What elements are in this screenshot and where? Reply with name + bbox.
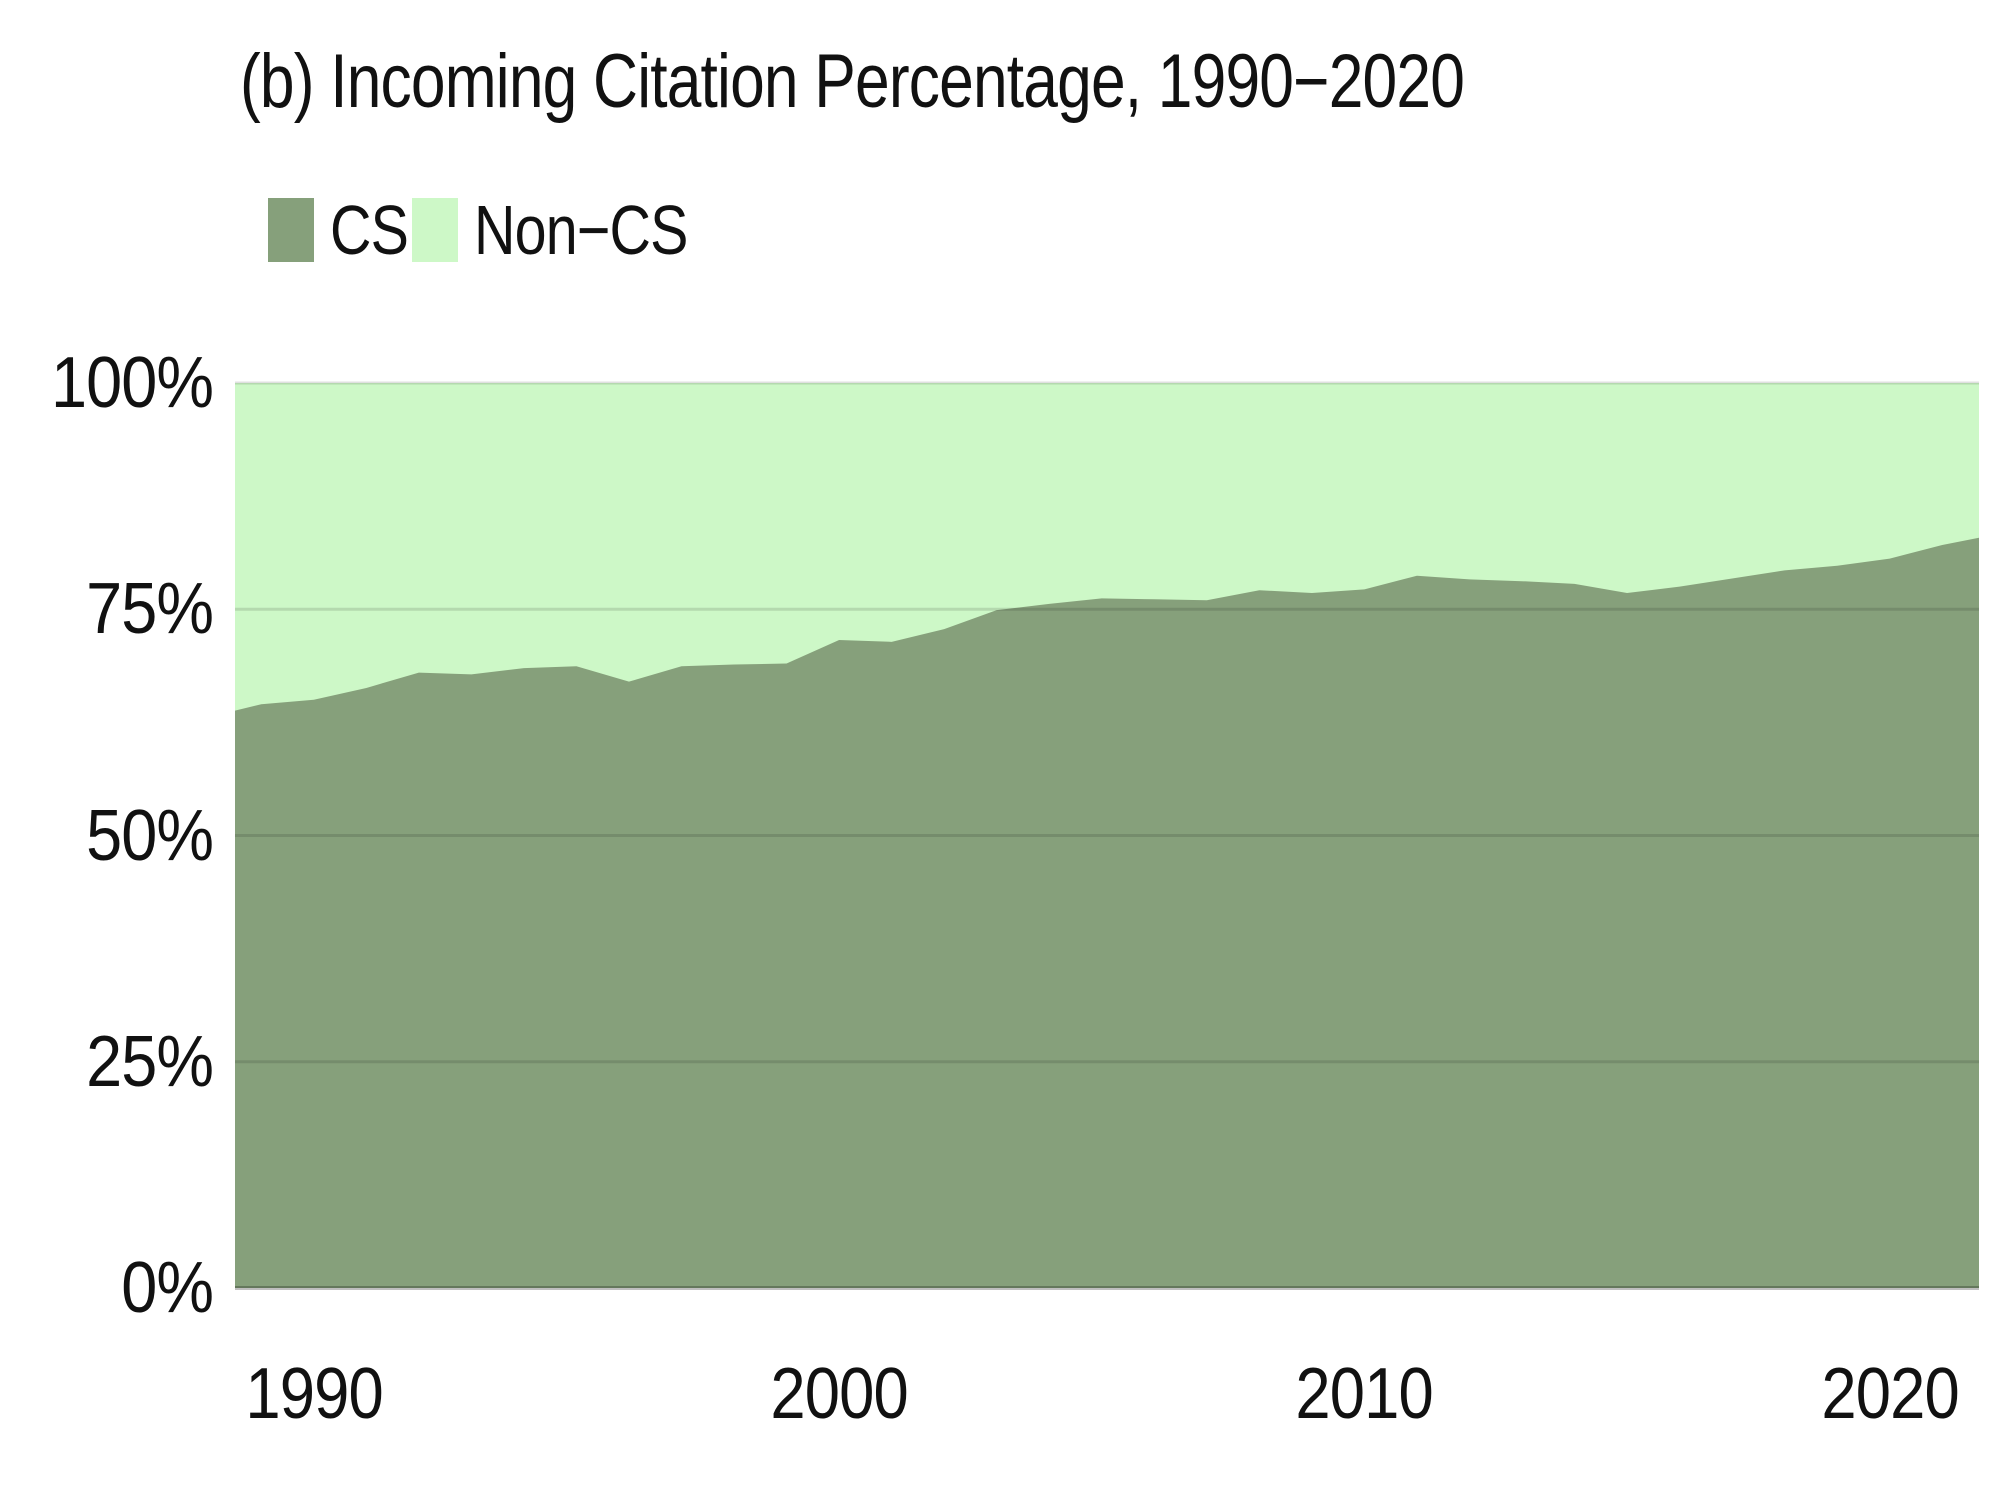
x-tick-text: 1990 bbox=[245, 1354, 383, 1434]
y-tick-label-0%: 0% bbox=[0, 1248, 214, 1328]
y-tick-label-50%: 50% bbox=[0, 795, 214, 876]
cs-area bbox=[235, 537, 1979, 1288]
legend-swatch-cs bbox=[268, 198, 314, 262]
legend-label-cs: CS bbox=[330, 191, 409, 269]
x-tick-label-2000: 2000 bbox=[689, 1352, 989, 1436]
y-tick-text: 25% bbox=[86, 1021, 214, 1102]
x-tick-label-1990: 1990 bbox=[164, 1352, 464, 1436]
x-tick-text: 2020 bbox=[1820, 1354, 1959, 1434]
x-tick-text: 2010 bbox=[1295, 1354, 1434, 1434]
y-tick-text: 0% bbox=[121, 1248, 214, 1328]
chart-title: (b) Incoming Citation Percentage, 1990−2… bbox=[240, 36, 1733, 128]
y-tick-label-75%: 75% bbox=[0, 569, 214, 650]
x-tick-label-2010: 2010 bbox=[1214, 1352, 1514, 1436]
y-tick-label-100%: 100% bbox=[0, 343, 214, 423]
x-tick-text: 2000 bbox=[770, 1354, 908, 1434]
legend-swatch-noncs bbox=[412, 198, 458, 262]
y-tick-text: 50% bbox=[86, 795, 214, 876]
y-tick-label-25%: 25% bbox=[0, 1021, 214, 1102]
y-tick-text: 75% bbox=[86, 569, 214, 650]
y-tick-text: 100% bbox=[50, 343, 214, 423]
x-tick-label-2020: 2020 bbox=[1740, 1352, 1995, 1436]
legend-label-noncs: Non−CS bbox=[474, 191, 688, 269]
chart-title-text: (b) Incoming Citation Percentage, 1990−2… bbox=[240, 39, 1465, 124]
